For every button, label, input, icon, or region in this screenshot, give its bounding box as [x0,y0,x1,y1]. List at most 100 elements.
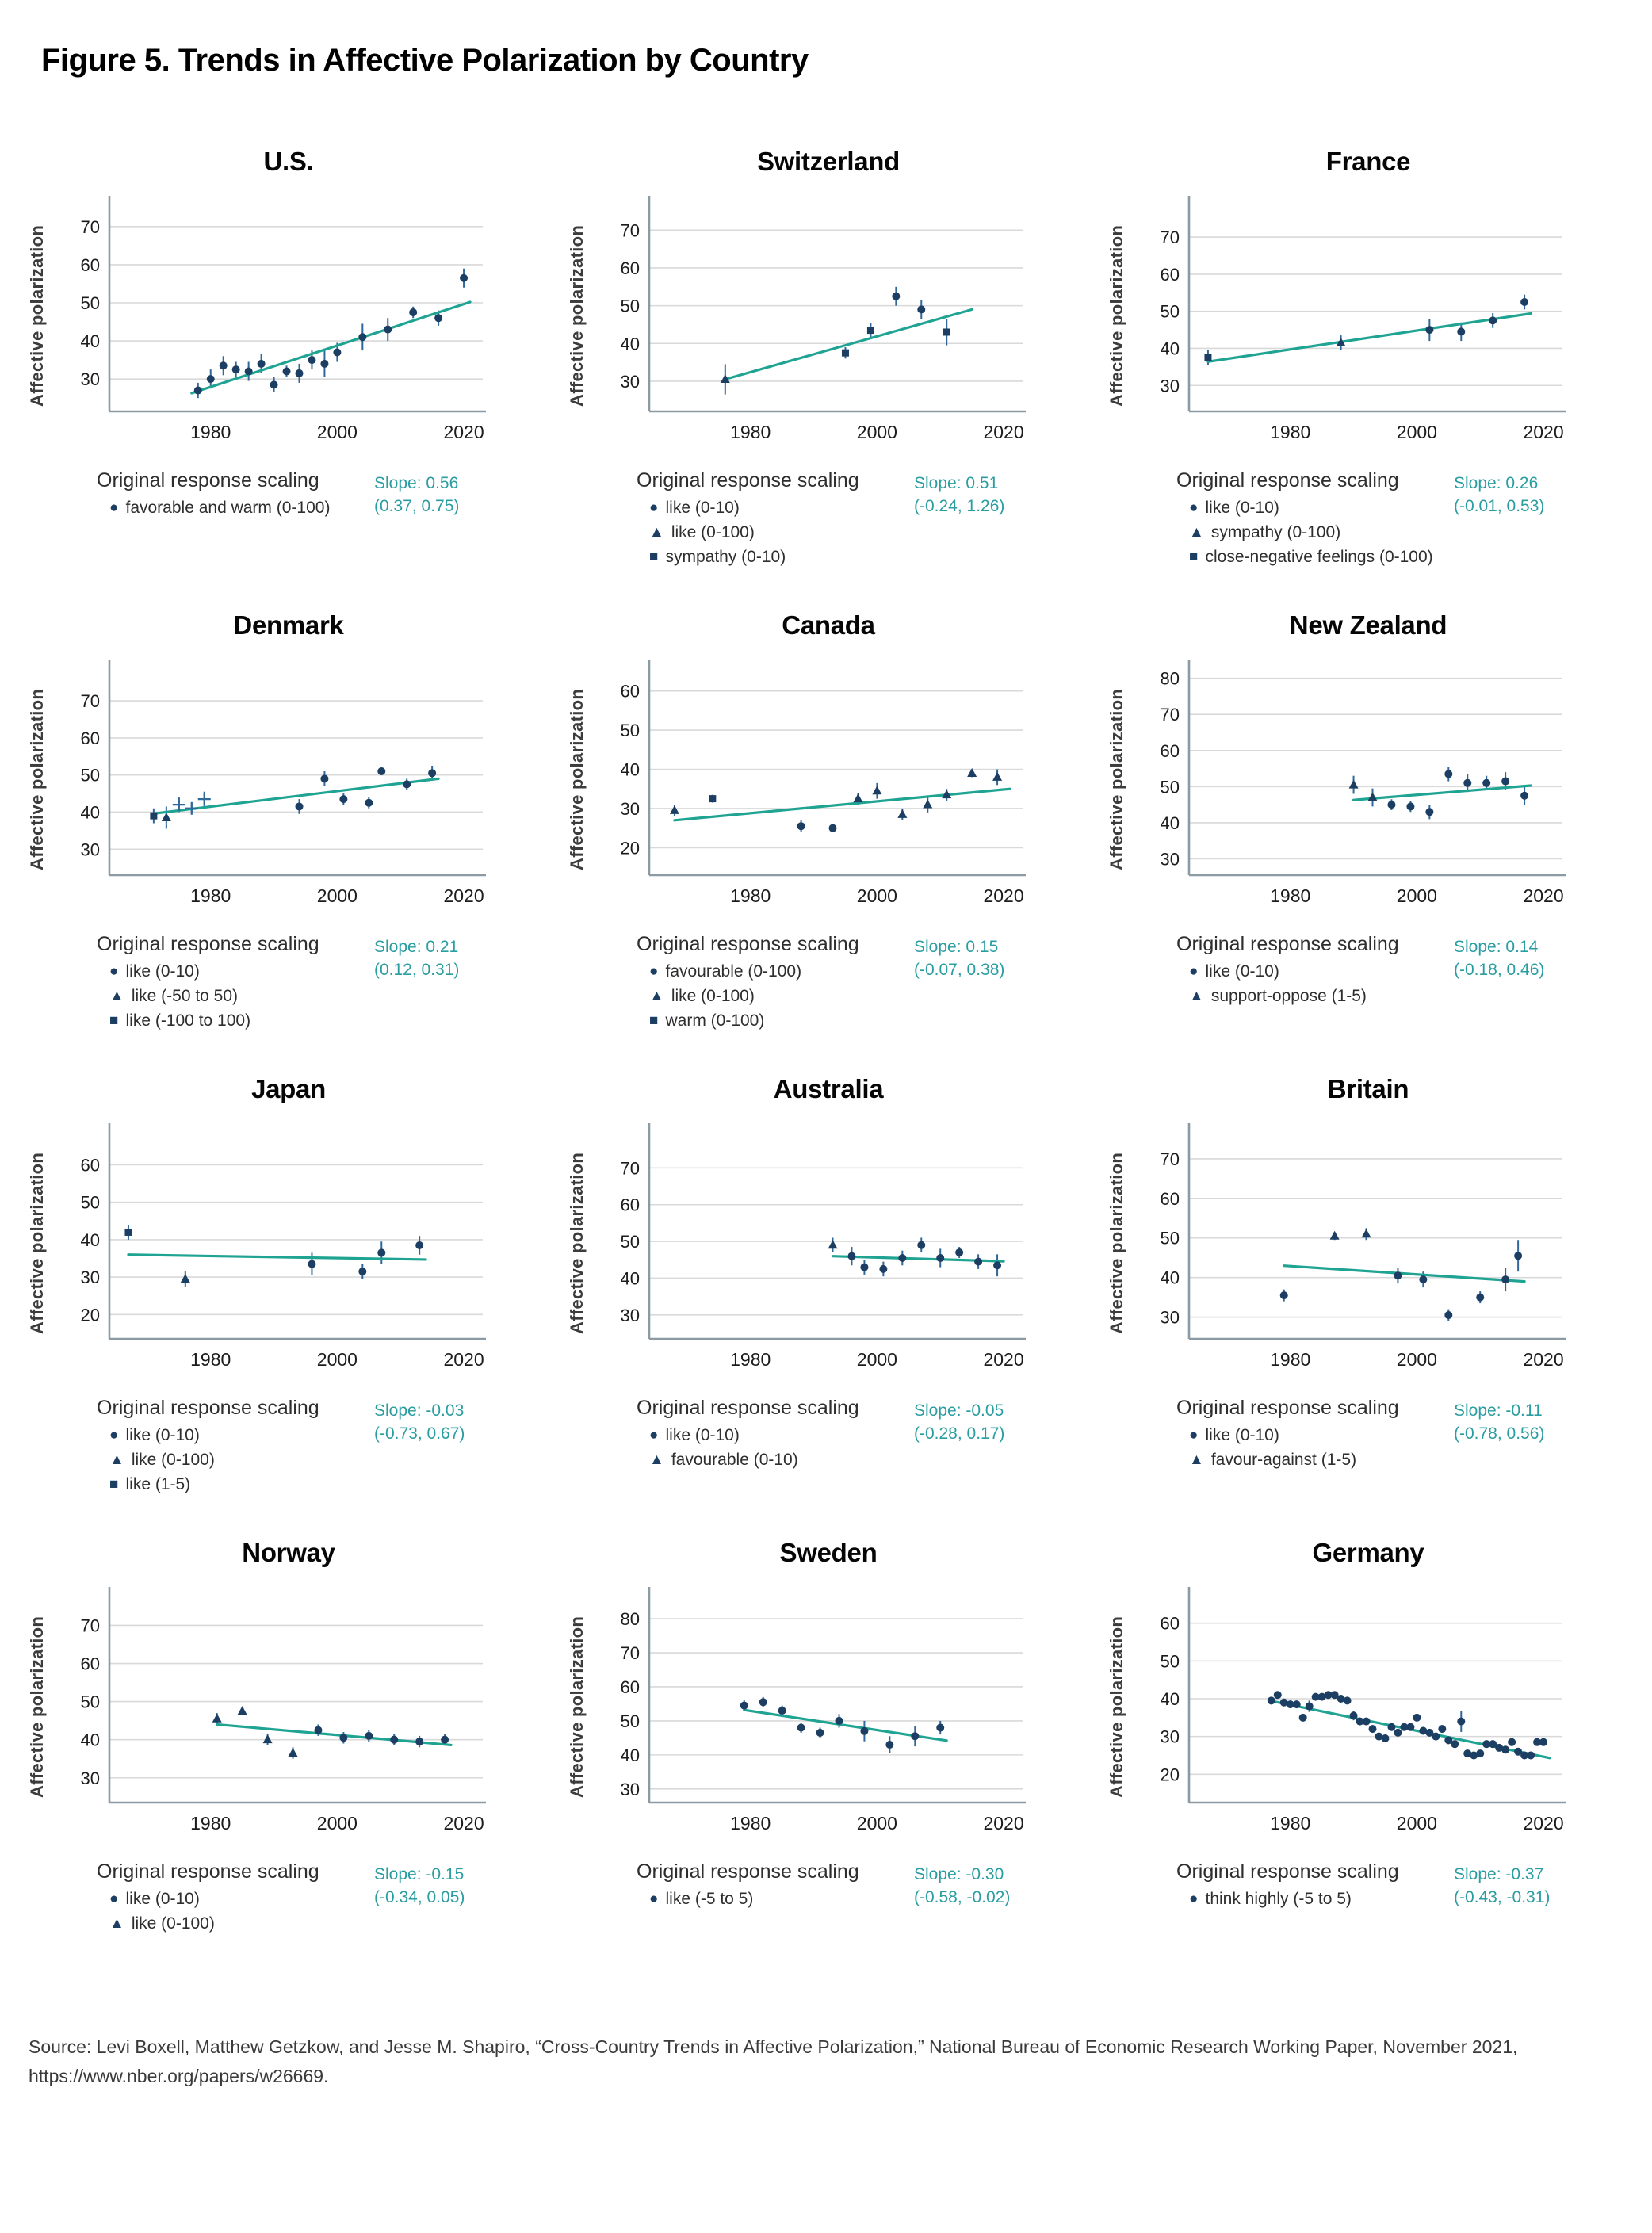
legend-item-label: like (0-10) [665,499,740,517]
data-point-circle [1273,1691,1282,1700]
data-point-circle [1508,1738,1516,1746]
data-point-circle [1451,1740,1459,1749]
triangle-marker-icon: ▲ [1189,524,1204,541]
trend-line [1352,784,1532,801]
y-tick-label: 40 [81,1230,100,1250]
square-marker-icon: ■ [109,1012,119,1030]
x-tick-label: 2000 [857,885,897,906]
charts-grid: U.S. Affective polarization 30 40 50 60 70 1980… [14,134,1652,1989]
legend-item: ▲ like (0-100) [109,1451,374,1469]
legend-title: Original response scaling [1176,933,1399,955]
data-point-circle [879,1264,888,1273]
chart-new-zealand: New Zealand Affective polarization 30 40 50 6… [1094,598,1634,1061]
data-point-circle [1279,1291,1288,1300]
y-tick-label: 60 [81,1155,100,1175]
data-point-circle [1520,297,1529,306]
data-point-circle [1444,770,1453,778]
plot-area: Affective polarization 30 40 50 60 70 1980 2000… [554,1111,1094,1376]
y-tick-label: 40 [81,802,100,822]
figure-container: Figure 5. Trends in Affective Polarizati… [0,43,1652,2092]
plot-area: Affective polarization 30 40 50 60 70 1980 2000… [14,183,554,449]
legend-item: ▲ support-oppose (1-5) [1189,987,1454,1005]
x-tick-label: 1980 [1270,1813,1310,1833]
data-point-circle [759,1698,767,1707]
slope-value: Slope: -0.37 [1454,1865,1544,1883]
data-point-circle [936,1253,945,1262]
legend-item-label: warm (0-100) [665,1011,765,1030]
legend: Original response scaling ● like (0-10) ▲ li… [97,1397,374,1493]
circle-marker-icon: ● [109,1427,119,1444]
chart-norway: Norway Affective polarization 30 40 50 60 70 19… [14,1525,554,1989]
triangle-marker-icon: ▲ [109,1915,124,1933]
legend: Original response scaling ● favourable (0-… [637,933,914,1030]
y-tick-label: 50 [1161,1651,1180,1671]
y-tick-label: 30 [621,1306,640,1325]
plot-canvas: 30 40 50 60 70 1980 2000 2020 [81,660,486,906]
legend-row: Original response scaling ● like (0-10) ▲ li… [97,1397,525,1493]
square-marker-icon: ■ [109,1476,119,1493]
y-tick-label: 60 [1161,1189,1180,1209]
data-point-circle [339,795,348,804]
x-tick-label: 2020 [983,422,1023,442]
circle-marker-icon: ● [649,499,659,517]
x-tick-label: 2000 [317,422,358,442]
data-point-circle [1349,1711,1358,1720]
data-point-triangle [897,809,908,818]
circle-marker-icon: ● [109,1891,119,1908]
slope-annotation: Slope: -0.11 (-0.78, 0.56) [1454,1397,1604,1469]
slope-value: Slope: 0.26 [1454,474,1539,492]
data-point-circle [270,380,278,389]
legend-row: Original response scaling ● think highly (… [1176,1860,1604,1910]
data-point-circle [1482,778,1491,787]
y-tick-label: 30 [1161,1727,1180,1747]
legend-item: ■ like (1-5) [109,1475,374,1493]
y-tick-label: 60 [621,1195,640,1215]
legend-title: Original response scaling [637,469,859,491]
y-axis-label: Affective polarization [27,1615,47,1799]
data-point-circle [1305,1702,1314,1711]
data-point-square [866,327,874,335]
y-tick-label: 30 [81,1768,100,1788]
legend-item: ▲ favour-against (1-5) [1189,1451,1454,1469]
x-tick-label: 2000 [317,1349,358,1370]
data-point-circle [428,769,437,778]
data-point-circle [860,1263,869,1271]
slope-ci: (-0.58, -0.02) [914,1888,1011,1907]
y-tick-label: 40 [1161,338,1180,358]
slope-value: Slope: 0.14 [1454,938,1539,956]
x-tick-label: 1980 [730,885,771,906]
y-tick-label: 80 [1161,669,1180,689]
square-marker-icon: ■ [649,1012,659,1030]
x-tick-label: 1980 [190,885,231,906]
legend: Original response scaling ● favorable and … [97,469,374,518]
x-tick-label: 2000 [1397,1813,1437,1833]
plot-canvas: 20 30 40 50 60 1980 2000 2020 [1161,1587,1566,1833]
data-point-circle [1514,1252,1523,1260]
data-point-triangle [161,812,171,821]
legend: Original response scaling ● like (0-10) ▲ sy… [1176,469,1454,566]
x-tick-label: 2000 [857,422,897,442]
y-tick-label: 50 [1161,1229,1180,1248]
y-tick-label: 30 [621,372,640,392]
slope-annotation: Slope: 0.51 (-0.24, 1.26) [914,469,1065,566]
data-point-circle [1337,1695,1345,1703]
plot-area: Affective polarization 20 30 40 50 60 1980 2000… [14,1111,554,1376]
y-tick-label: 70 [621,1643,640,1663]
y-axis-label: Affective polarization [1107,1152,1126,1335]
slope-value: Slope: 0.56 [374,474,459,492]
data-point-circle [1527,1751,1535,1760]
legend-item-label: sympathy (0-10) [665,548,786,567]
data-point-circle [1298,1713,1307,1722]
y-tick-label: 50 [1161,302,1180,322]
legend-title: Original response scaling [97,933,319,955]
triangle-marker-icon: ▲ [1189,988,1204,1005]
data-point-circle [816,1728,824,1737]
x-tick-label: 1980 [730,1813,771,1833]
trend-line [1283,1264,1526,1283]
y-tick-label: 20 [1161,1765,1180,1784]
y-tick-label: 40 [1161,1268,1180,1288]
circle-marker-icon: ● [109,963,119,981]
y-tick-label: 60 [1161,265,1180,285]
data-point-circle [1400,1723,1409,1731]
slope-annotation: Slope: -0.05 (-0.28, 0.17) [914,1397,1065,1469]
